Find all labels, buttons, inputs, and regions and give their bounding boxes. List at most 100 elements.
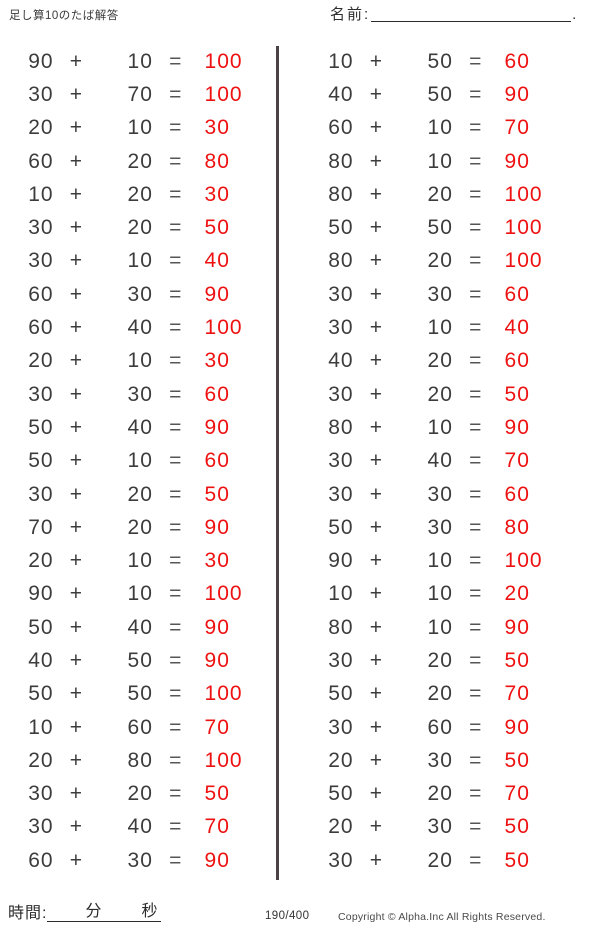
plus-icon: + bbox=[69, 349, 84, 373]
answer-value[interactable]: 90 bbox=[504, 415, 530, 439]
problem-row: 90 +10 = 100 bbox=[0, 578, 276, 611]
answer-value[interactable]: 60 bbox=[504, 482, 530, 506]
first-operand: 40 bbox=[328, 349, 354, 373]
answer-value[interactable]: 100 bbox=[204, 582, 243, 606]
answer-value[interactable]: 40 bbox=[204, 249, 230, 273]
answer-value[interactable]: 70 bbox=[204, 715, 230, 739]
answer-value[interactable]: 90 bbox=[504, 615, 530, 639]
first-operand: 10 bbox=[28, 182, 54, 206]
answer-value[interactable]: 50 bbox=[504, 748, 530, 772]
answer-value[interactable]: 90 bbox=[204, 648, 230, 672]
problem-row: 80 +10 = 90 bbox=[300, 411, 576, 444]
page-footer: 時間: 分 秒 190/400 Copyright © Alpha.Inc Al… bbox=[0, 900, 600, 938]
plus-icon: + bbox=[369, 748, 384, 772]
answer-value[interactable]: 70 bbox=[504, 782, 530, 806]
problem-row: 30 +20 = 50 bbox=[0, 778, 276, 811]
answer-value[interactable]: 90 bbox=[204, 415, 230, 439]
answer-value[interactable]: 90 bbox=[204, 515, 230, 539]
answer-value[interactable]: 60 bbox=[504, 349, 530, 373]
problem-row: 50 +30 = 80 bbox=[300, 511, 576, 544]
equals-icon: = bbox=[469, 582, 483, 606]
answer-value[interactable]: 100 bbox=[504, 216, 543, 240]
plus-icon: + bbox=[69, 82, 84, 106]
second-operand: 70 bbox=[127, 82, 153, 106]
name-input-line[interactable] bbox=[371, 6, 572, 22]
answer-value[interactable]: 50 bbox=[204, 482, 230, 506]
answer-value[interactable]: 70 bbox=[504, 449, 530, 473]
answer-value[interactable]: 30 bbox=[204, 349, 230, 373]
plus-icon: + bbox=[369, 82, 384, 106]
answer-value[interactable]: 80 bbox=[204, 149, 230, 173]
answer-value[interactable]: 50 bbox=[504, 848, 530, 872]
answer-value[interactable]: 90 bbox=[504, 82, 530, 106]
plus-icon: + bbox=[369, 482, 384, 506]
answer-value[interactable]: 70 bbox=[204, 815, 230, 839]
answer-value[interactable]: 100 bbox=[504, 549, 543, 573]
answer-value[interactable]: 70 bbox=[504, 116, 530, 140]
first-operand: 60 bbox=[28, 149, 54, 173]
plus-icon: + bbox=[369, 316, 384, 340]
answer-value[interactable]: 60 bbox=[204, 449, 230, 473]
minutes-input[interactable]: 分 bbox=[47, 904, 106, 922]
plus-icon: + bbox=[69, 49, 84, 73]
answer-value[interactable]: 50 bbox=[204, 782, 230, 806]
plus-icon: + bbox=[69, 415, 84, 439]
second-operand: 20 bbox=[427, 648, 453, 672]
answer-value[interactable]: 70 bbox=[504, 682, 530, 706]
answer-value[interactable]: 90 bbox=[504, 715, 530, 739]
answer-value[interactable]: 100 bbox=[504, 182, 543, 206]
answer-value[interactable]: 60 bbox=[204, 382, 230, 406]
plus-icon: + bbox=[369, 515, 384, 539]
first-operand: 20 bbox=[28, 549, 54, 573]
answer-value[interactable]: 100 bbox=[204, 316, 243, 340]
answer-value[interactable]: 90 bbox=[204, 848, 230, 872]
answer-value[interactable]: 30 bbox=[204, 549, 230, 573]
problem-row: 50 +50 = 100 bbox=[300, 211, 576, 244]
equals-icon: = bbox=[469, 249, 483, 273]
seconds-input[interactable]: 秒 bbox=[105, 904, 162, 922]
answer-value[interactable]: 100 bbox=[204, 682, 243, 706]
answer-value[interactable]: 50 bbox=[504, 815, 530, 839]
first-operand: 20 bbox=[28, 349, 54, 373]
answer-value[interactable]: 90 bbox=[204, 282, 230, 306]
answer-value[interactable]: 30 bbox=[204, 116, 230, 140]
answer-value[interactable]: 100 bbox=[504, 249, 543, 273]
problem-row: 20 +10 = 30 bbox=[0, 544, 276, 577]
answer-value[interactable]: 100 bbox=[204, 49, 243, 73]
answer-value[interactable]: 60 bbox=[504, 49, 530, 73]
answer-value[interactable]: 30 bbox=[204, 182, 230, 206]
first-operand: 80 bbox=[328, 415, 354, 439]
answer-value[interactable]: 50 bbox=[504, 648, 530, 672]
problem-row: 40 +20 = 60 bbox=[300, 345, 576, 378]
first-operand: 30 bbox=[28, 782, 54, 806]
answer-value[interactable]: 50 bbox=[204, 216, 230, 240]
answer-value[interactable]: 80 bbox=[504, 515, 530, 539]
equals-icon: = bbox=[169, 282, 183, 306]
answer-value[interactable]: 90 bbox=[204, 615, 230, 639]
problem-row: 40 +50 = 90 bbox=[0, 644, 276, 677]
problem-row: 20 +80 = 100 bbox=[0, 744, 276, 777]
first-operand: 90 bbox=[28, 49, 54, 73]
first-operand: 50 bbox=[28, 415, 54, 439]
copyright-notice: Copyright © Alpha.Inc All Rights Reserve… bbox=[338, 911, 546, 923]
equals-icon: = bbox=[169, 582, 183, 606]
problem-row: 10 +10 = 20 bbox=[300, 578, 576, 611]
second-operand: 40 bbox=[127, 316, 153, 340]
second-operand: 40 bbox=[427, 449, 453, 473]
answer-value[interactable]: 50 bbox=[504, 382, 530, 406]
answer-value[interactable]: 100 bbox=[204, 82, 243, 106]
problem-row: 80 +10 = 90 bbox=[300, 611, 576, 644]
answer-value[interactable]: 90 bbox=[504, 149, 530, 173]
problem-row: 50 +50 = 100 bbox=[0, 678, 276, 711]
answer-value[interactable]: 60 bbox=[504, 282, 530, 306]
problem-row: 30 +10 = 40 bbox=[0, 245, 276, 278]
second-operand: 20 bbox=[127, 515, 153, 539]
problem-row: 80 +20 = 100 bbox=[300, 178, 576, 211]
problem-row: 40 +50 = 90 bbox=[300, 78, 576, 111]
answer-value[interactable]: 100 bbox=[204, 748, 243, 772]
answer-value[interactable]: 20 bbox=[504, 582, 530, 606]
equals-icon: = bbox=[469, 382, 483, 406]
second-operand: 30 bbox=[427, 282, 453, 306]
plus-icon: + bbox=[369, 249, 384, 273]
answer-value[interactable]: 40 bbox=[504, 316, 530, 340]
